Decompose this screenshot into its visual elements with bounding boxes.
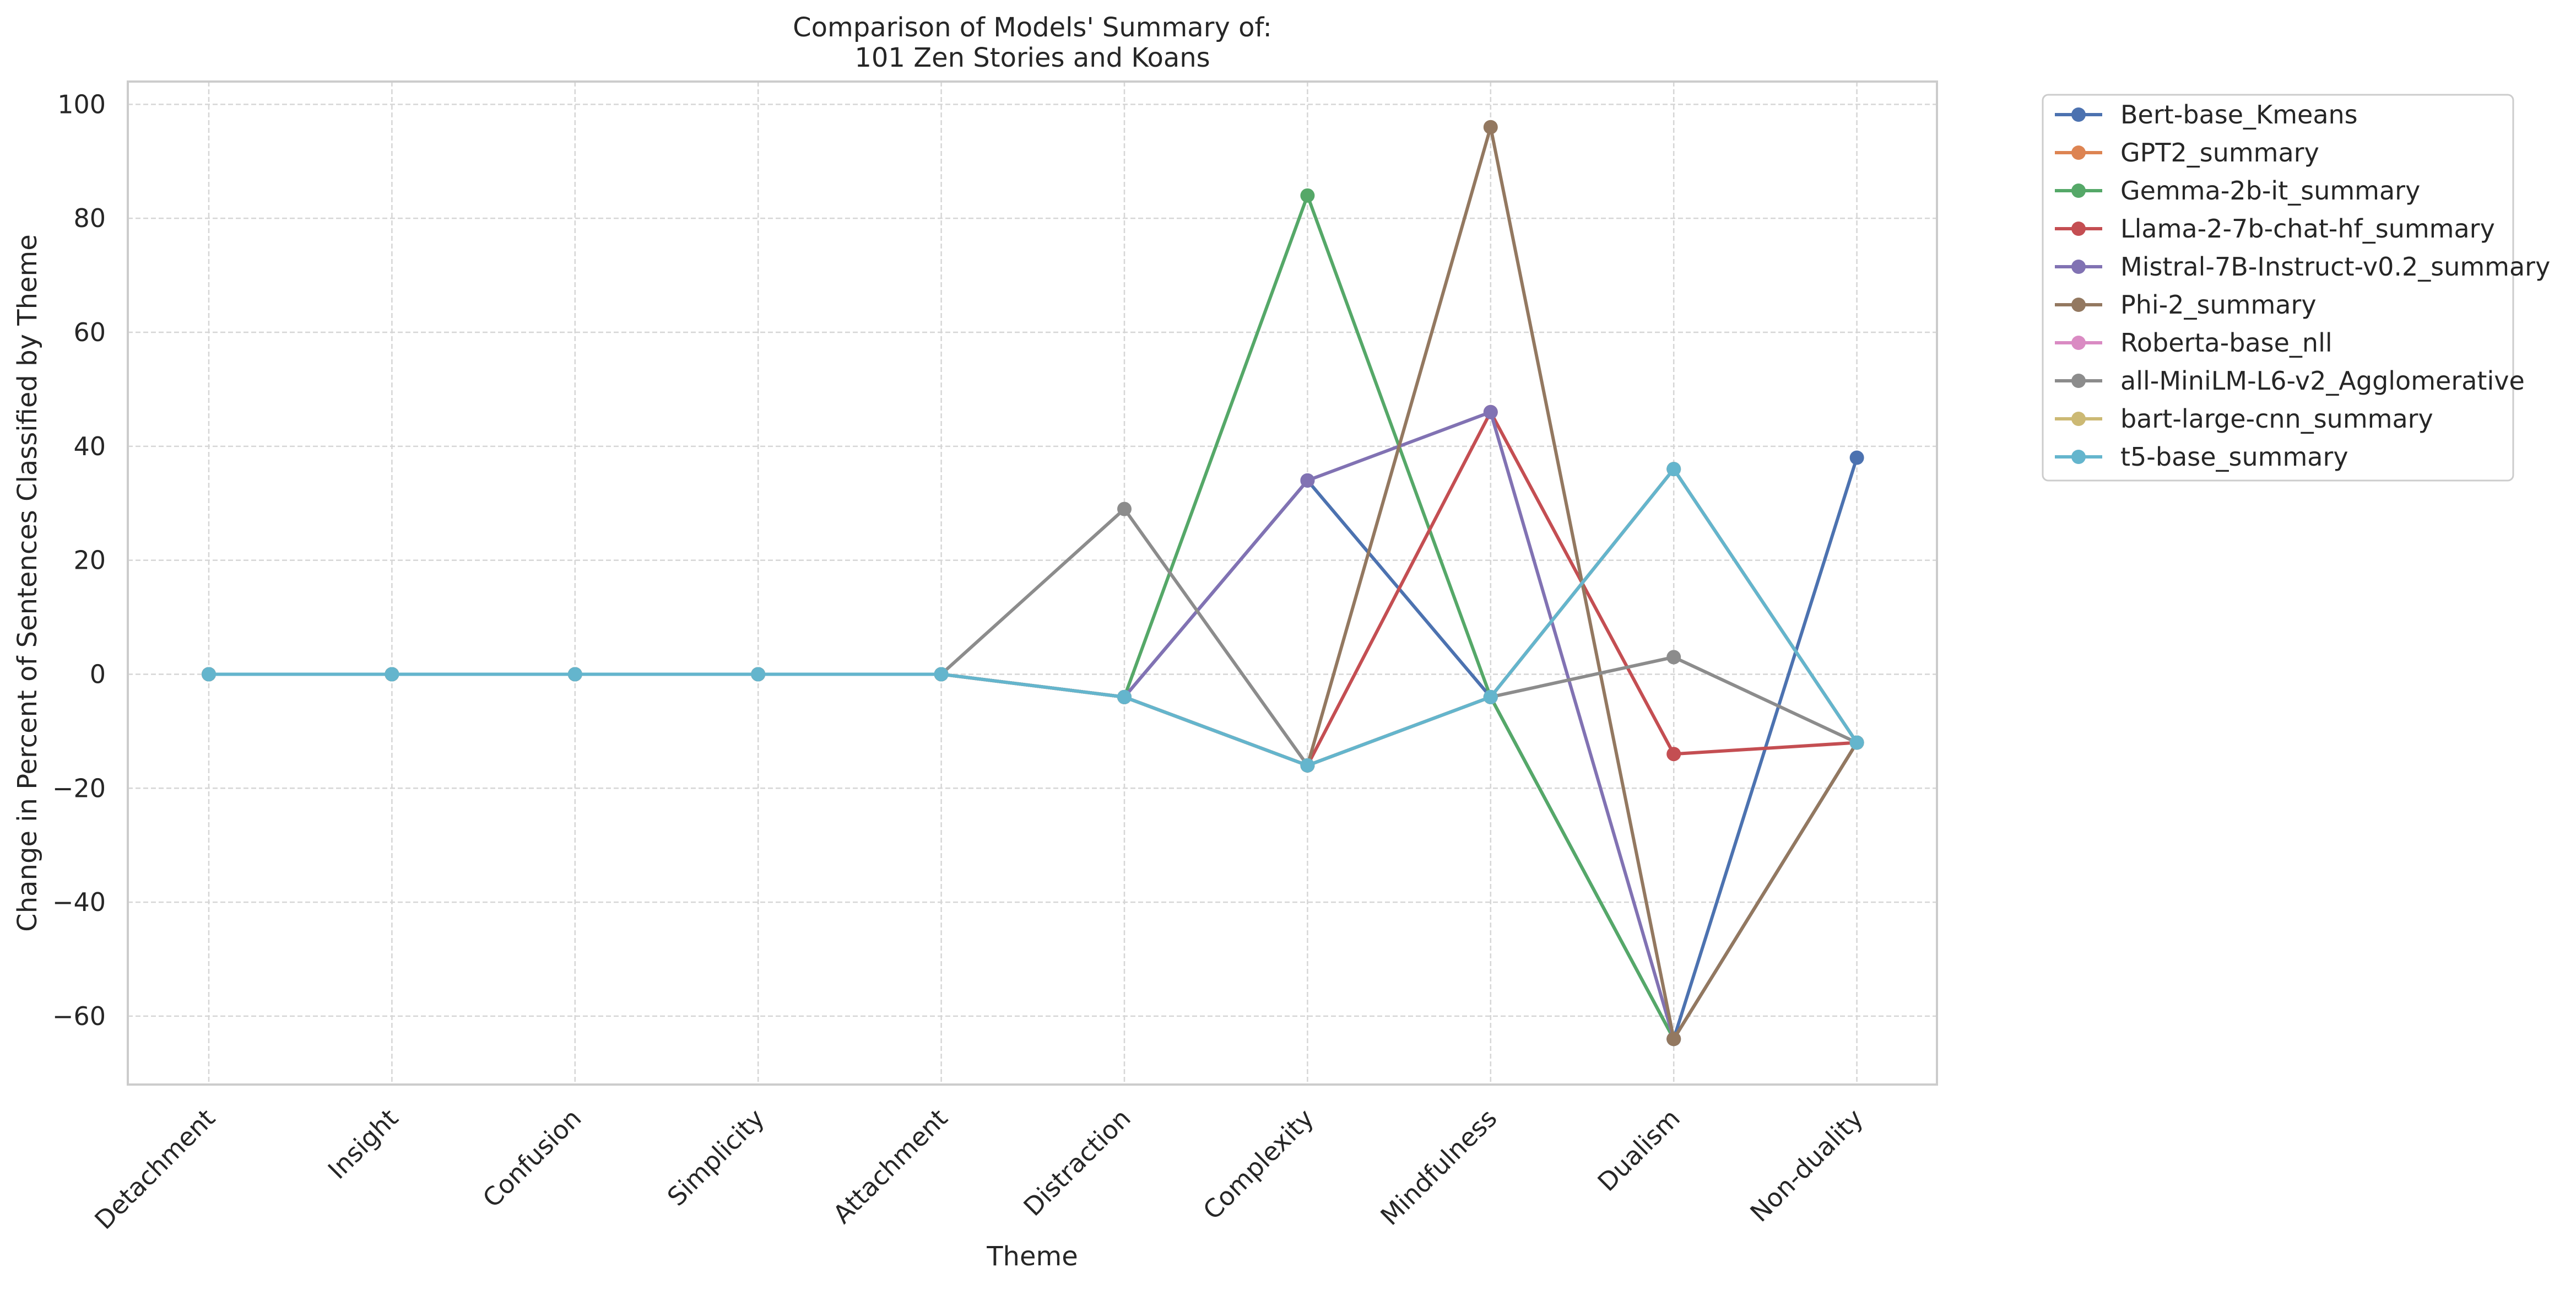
data-point	[1117, 501, 1132, 516]
data-point	[385, 667, 399, 682]
y-tick-label: 80	[73, 203, 106, 233]
data-point	[202, 667, 216, 682]
legend-label: bart-large-cnn_summary	[2120, 404, 2433, 434]
data-point	[1117, 689, 1132, 704]
legend-marker	[2071, 145, 2086, 160]
data-point	[1849, 450, 1864, 465]
legend-label: all-MiniLM-L6-v2_Agglomerative	[2120, 366, 2525, 396]
data-point	[567, 667, 582, 682]
data-point	[1483, 405, 1498, 419]
legend-label: GPT2_summary	[2120, 138, 2319, 168]
data-point	[751, 667, 766, 682]
plot-frame	[127, 80, 1938, 1086]
legend-marker	[2071, 298, 2086, 312]
legend-marker	[2071, 260, 2086, 274]
legend-marker	[2071, 450, 2086, 464]
legend-label: Phi-2_summary	[2120, 290, 2317, 320]
x-axis-label: Theme	[986, 1241, 1078, 1272]
legend-marker	[2071, 336, 2086, 350]
series-layer	[202, 120, 1864, 1047]
data-point	[1483, 120, 1498, 134]
legend-label: Llama-2-7b-chat-hf_summary	[2120, 214, 2495, 244]
legend-label: Mistral-7B-Instruct-v0.2_summary	[2120, 252, 2550, 282]
legend-label: Gemma-2b-it_summary	[2120, 176, 2420, 206]
legend-marker	[2071, 374, 2086, 388]
data-point	[934, 667, 949, 682]
legend-label: Bert-base_Kmeans	[2120, 100, 2358, 130]
legend-label: Roberta-base_nll	[2120, 328, 2333, 358]
data-point	[1666, 650, 1681, 665]
data-point	[1483, 689, 1498, 704]
legend-frame	[2042, 94, 2514, 482]
legend: Bert-base_Kmeans GPT2_summary Gemma-2b-it_…	[2042, 94, 2550, 482]
legend-marker	[2071, 184, 2086, 198]
y-tick-label: −20	[52, 773, 106, 803]
y-tick-label: 20	[73, 546, 106, 575]
chart-title: Comparison of Models' Summary of: 101 Zen…	[793, 12, 1272, 73]
grid	[128, 82, 1937, 1085]
legend-label: t5-base_summary	[2120, 442, 2348, 472]
y-tick-label: −40	[52, 887, 106, 917]
legend-marker	[2071, 412, 2086, 426]
y-tick-label: −60	[52, 1001, 106, 1031]
data-point	[1300, 758, 1315, 773]
data-point	[1666, 747, 1681, 762]
data-point	[1666, 462, 1681, 477]
y-axis-label: Change in Percent of Sentences Classifie…	[12, 234, 43, 932]
data-point	[1849, 735, 1864, 750]
y-tick-label: 0	[90, 659, 106, 689]
data-point	[1666, 1032, 1681, 1047]
y-tick-label: 100	[57, 89, 106, 119]
legend-marker	[2071, 222, 2086, 236]
data-point	[1300, 188, 1315, 203]
legend-marker	[2071, 107, 2086, 122]
y-tick-label: 40	[73, 432, 106, 461]
series-line	[209, 467, 1859, 767]
y-tick-label: 60	[73, 317, 106, 347]
series-t5-base_summary	[202, 462, 1864, 773]
data-point	[1300, 473, 1315, 488]
